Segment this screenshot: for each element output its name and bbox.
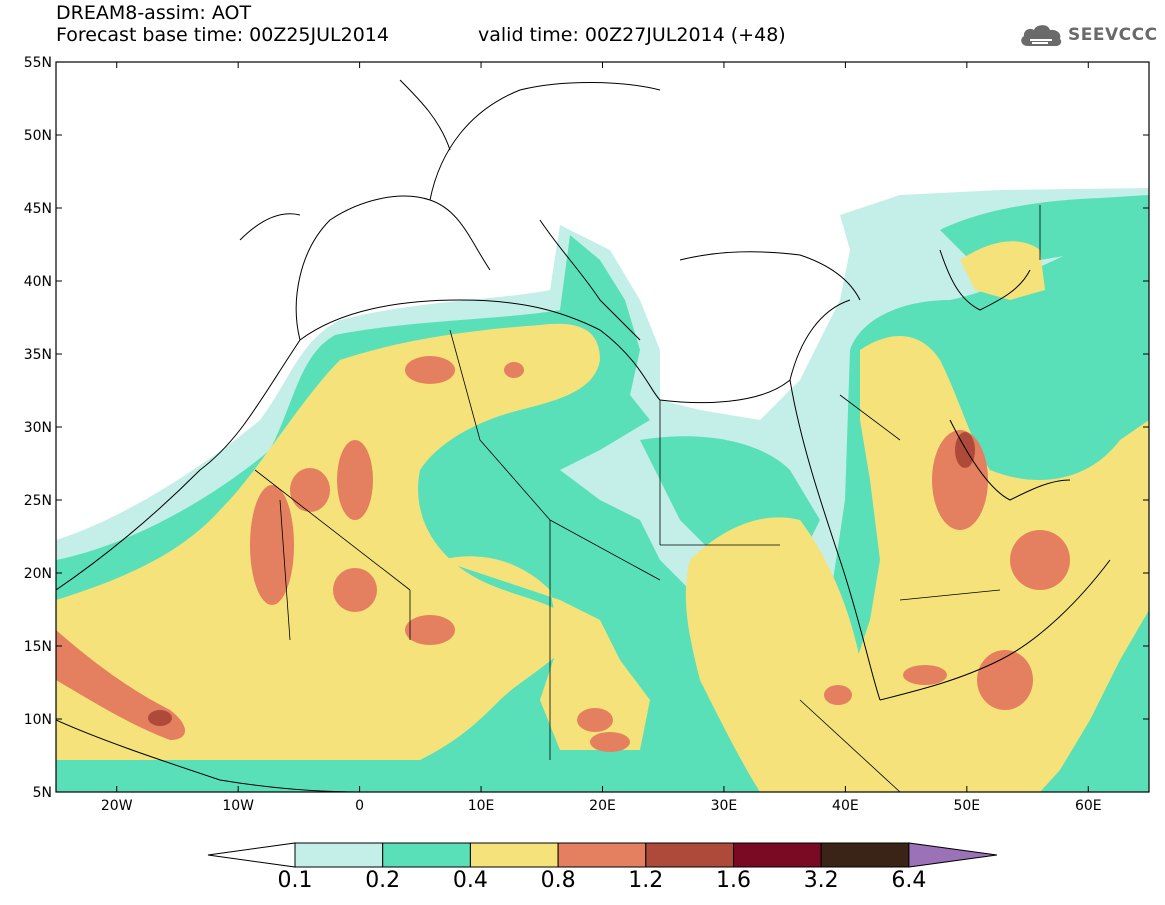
lat-label: 30N [24, 420, 52, 436]
cloud-icon [1021, 25, 1062, 46]
latitude-axis: 55N 50N 45N 40N 35N 30N 25N 20N 15N 10N 5N [24, 55, 1149, 801]
lat-label: 55N [24, 55, 52, 71]
colorbar-segment [645, 842, 734, 868]
colorbar-arrow-high [908, 842, 997, 868]
colorbar-segment [294, 842, 384, 868]
colorbar-level-label: 0.2 [365, 868, 401, 893]
lat-label: 40N [24, 274, 52, 290]
lat-label: 45N [24, 201, 52, 217]
colorbar-arrow-low [207, 842, 296, 868]
colorbar-segment [469, 842, 559, 868]
lat-label: 25N [24, 493, 52, 509]
lat-label: 50N [24, 128, 52, 144]
colorbar-segment [557, 842, 647, 868]
lat-label: 20N [24, 566, 52, 582]
lat-label: 5N [33, 785, 52, 801]
lat-label: 10N [24, 712, 52, 728]
aot-band-1.2 [148, 432, 975, 726]
valid-time: valid time: 00Z27JUL2014 (+48) [478, 24, 786, 46]
lon-label: 60E [1075, 798, 1102, 814]
lat-label: 35N [24, 347, 52, 363]
colorbar-level-label: 1.6 [716, 868, 751, 893]
lon-label: 50E [953, 798, 980, 814]
colorbar-segment [733, 842, 822, 868]
lon-label: 20E [589, 798, 616, 814]
title-line-2: Forecast base time: 00Z25JUL2014 [56, 24, 389, 46]
colorbar-level-label: 0.4 [452, 868, 488, 893]
lon-label: 20W [101, 798, 133, 814]
title-line-1: DREAM8-assim: AOT [56, 2, 252, 24]
coastlines [56, 79, 1111, 792]
colorbar-level-label: 0.1 [277, 868, 313, 893]
logo: SEEVCCC [1018, 22, 1158, 48]
colorbar-segment [820, 842, 910, 868]
colorbar-level-label: 1.2 [628, 868, 664, 893]
lon-label: 10W [222, 798, 254, 814]
colorbar-level-label: 3.2 [803, 868, 839, 893]
lat-label: 15N [24, 639, 52, 655]
colorbar-level-label: 0.8 [540, 868, 576, 893]
lon-label: 40E [832, 798, 859, 814]
country-borders [254, 205, 1041, 792]
lon-label: 30E [711, 798, 738, 814]
lon-label: 10E [468, 798, 495, 814]
lon-label: 0 [355, 798, 364, 814]
logo-text: SEEVCCC [1068, 25, 1158, 45]
colorbar-segment [382, 842, 471, 868]
longitude-axis: 20W 10W 0 10E 20E 30E 40E 50E 60E [101, 62, 1102, 814]
colorbar-level-label: 6.4 [891, 868, 927, 893]
